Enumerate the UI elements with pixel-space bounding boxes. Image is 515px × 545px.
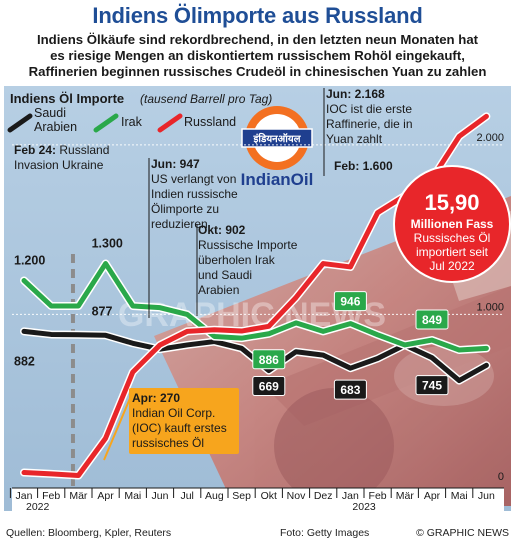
x-tick-label-15: Apr <box>424 490 441 502</box>
chart-area: इंडियनऑयल IndianOil GRAPHIC NEWS Indiens… <box>4 86 511 511</box>
point-label-5: 886 <box>259 353 279 367</box>
x-tick-label-4: Mai <box>124 490 141 502</box>
page-subtitle: Indiens Ölkäufe sind rekordbrechend, in … <box>4 32 511 80</box>
point-label-box-8 <box>333 379 367 400</box>
x-tick-label-0: Jan <box>16 490 33 502</box>
point-label-1: 1.300 <box>92 237 123 251</box>
year-label-1: 2023 <box>352 501 376 511</box>
badge-line-2: importiert seit <box>416 245 489 259</box>
legend-swatch-2 <box>157 113 183 133</box>
page-title: Indiens Ölimporte aus Russland <box>92 3 423 28</box>
badge-circle <box>393 165 511 283</box>
logo-brand-text: IndianOil <box>241 170 314 189</box>
y-tick-label-0: 0 <box>498 471 504 483</box>
badge-line-0: Millionen Fass <box>411 217 494 231</box>
x-tick-label-7: Aug <box>205 490 224 502</box>
subtitle-line-2: es riesige Mengen an diskontiertem russi… <box>50 48 465 63</box>
chart-heading: Indiens Öl Importe <box>10 91 124 106</box>
oil-import-chart: इंडियनऑयल IndianOil GRAPHIC NEWS Indiens… <box>4 86 511 511</box>
point-label-3: 882 <box>14 354 35 368</box>
callout-pointer-apr270 <box>103 395 132 461</box>
x-axis: Jan Feb Mär Apr Mai Jun Jul Aug Sep Okt Nov Dez Jan F… <box>9 487 504 511</box>
x-tick-label-12: Jan <box>342 490 359 502</box>
point-label-box-9 <box>415 309 449 330</box>
callout-box-apr270 <box>129 388 239 454</box>
annotation-jun947: Jun: 947 US verlangt von Indien russische Ö… <box>151 157 238 231</box>
footer-sources: Quellen: Bloomberg, Kpler, Reuters <box>6 527 172 539</box>
x-tick-label-5: Jun <box>152 490 169 502</box>
x-tick-label-14: Mär <box>396 490 415 502</box>
point-label-box-6 <box>252 376 286 397</box>
point-label-2: 877 <box>92 304 113 318</box>
x-tick-label-1: Feb <box>42 490 60 502</box>
legend-label-2: Russland <box>184 115 236 129</box>
point-label-6: 669 <box>259 380 279 394</box>
year-label-0: 2022 <box>26 501 50 511</box>
point-label-9: 849 <box>422 313 442 327</box>
legend-swatch-1 <box>93 113 119 133</box>
footer: Quellen: Bloomberg, Kpler, Reuters Foto:… <box>4 525 511 543</box>
subtitle-line-1: Indiens Ölkäufe sind rekordbrechend, in … <box>36 32 479 47</box>
annotation-apr270: Apr: 270 Indian Oil Corp. (IOC) kauft erst… <box>132 391 227 450</box>
point-label-10: 745 <box>422 379 442 393</box>
chart-unit: (tausend Barrell pro Tag) <box>140 92 272 106</box>
annotation-jun2168: Jun: 2.168 IOC ist die erste Raffinerie, d… <box>326 87 413 146</box>
annotation-okt902: Okt: 902 Russische Importe überholen Irak u… <box>198 223 298 297</box>
y-axis-ticks: 0 1.000 2.000 <box>476 132 504 483</box>
x-tick-label-3: Apr <box>97 490 114 502</box>
legend-swatch-0 <box>7 113 33 133</box>
y-tick-label-2: 2.000 <box>476 132 504 144</box>
annotation-feb1600: Feb: 1.600 <box>334 159 393 173</box>
point-label-box-7 <box>333 291 367 312</box>
footer-photo-credit: Foto: Getty Images <box>280 527 370 539</box>
series-line-irak <box>21 261 489 353</box>
x-tick-label-11: Dez <box>314 490 333 502</box>
badge-line-3: Jul 2022 <box>429 259 475 273</box>
x-tick-label-2: Mär <box>69 490 88 502</box>
point-label-0: 1.200 <box>14 254 45 268</box>
x-tick-label-10: Nov <box>287 490 306 502</box>
point-label-7: 946 <box>340 295 360 309</box>
x-tick-label-17: Jun <box>478 490 495 502</box>
x-axis-band <box>12 488 504 511</box>
point-label-box-10 <box>415 375 449 396</box>
x-tick-label-13: Feb <box>369 490 387 502</box>
annotations: Feb 24: Russland Invasion Ukraine Jun: 947… <box>14 87 413 461</box>
y-tick-label-1: 1.000 <box>476 301 504 313</box>
legend-label-0: Saudi Arabien <box>34 106 77 134</box>
point-label-8: 683 <box>340 383 360 397</box>
annotation-feb24: Feb 24: Russland Invasion Ukraine <box>14 143 109 172</box>
badge-big-number: 15,90 <box>424 190 479 215</box>
x-tick-label-6: Jul <box>180 490 193 502</box>
legend-label-1: Irak <box>121 115 143 129</box>
x-tick-label-9: Okt <box>261 490 277 502</box>
point-label-box-5 <box>252 349 286 370</box>
indianoil-logo: इंडियनऑयल IndianOil <box>241 106 314 189</box>
x-tick-label-16: Mai <box>451 490 468 502</box>
subtitle-line-3: Raffinerien beginnen russisches Crudeöl … <box>28 64 487 79</box>
footer-brand: © GRAPHIC NEWS <box>416 527 509 539</box>
legend: Saudi Arabien Irak Russland <box>7 106 236 134</box>
logo-script-text: इंडियनऑयल <box>252 132 301 145</box>
x-tick-label-8: Sep <box>232 490 251 502</box>
badge-line-1: Russisches Öl <box>414 231 491 245</box>
